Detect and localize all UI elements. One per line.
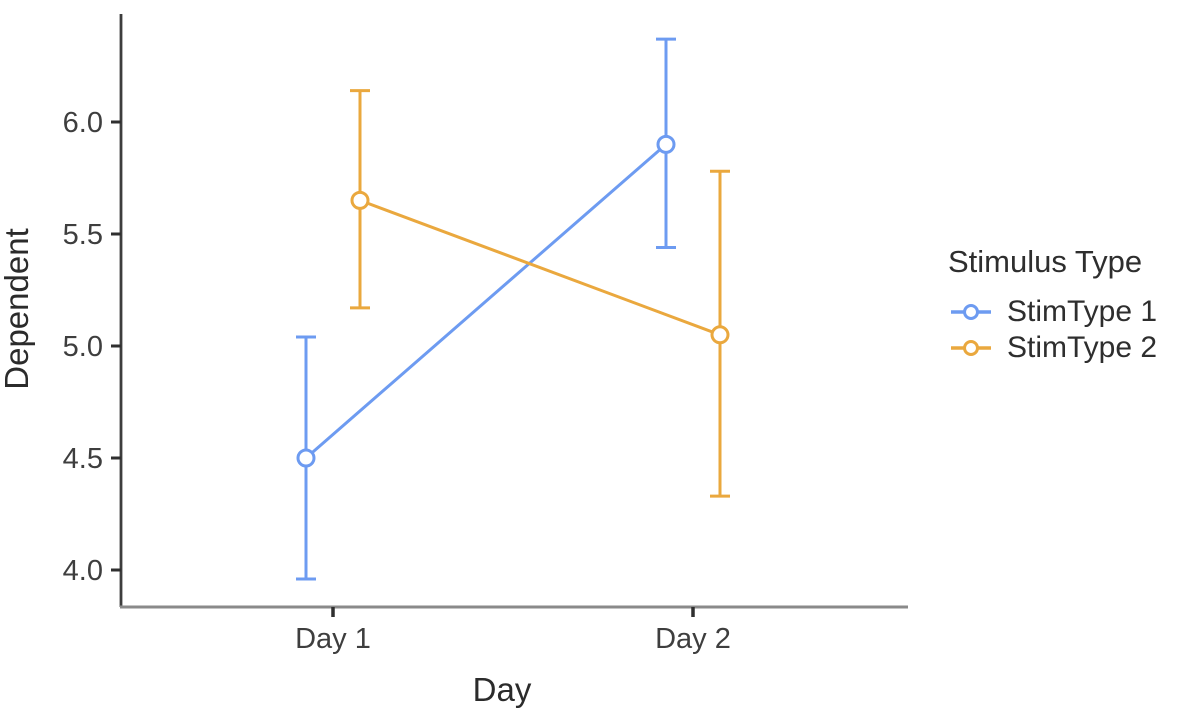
x-tick-label: Day 2	[655, 623, 731, 655]
x-tick-label: Day 1	[295, 623, 371, 655]
stimtype-2-key-circle	[963, 340, 979, 356]
legend: Stimulus Type StimType 1 StimType 2	[948, 244, 1157, 366]
legend-item-label-stimtype-2: StimType 2	[1007, 331, 1158, 364]
y-tick-label: 4.0	[63, 555, 103, 587]
y-tick-label: 4.5	[63, 443, 103, 475]
legend-title: Stimulus Type	[948, 244, 1143, 279]
stimtype-2-key-icon	[951, 340, 991, 356]
stimtype-1-key-circle	[963, 304, 979, 320]
y-tick-label: 6.0	[63, 107, 103, 139]
y-axis-title: Dependent	[0, 228, 35, 389]
y-tick-label: 5.5	[63, 219, 103, 251]
data-point	[710, 325, 730, 345]
series-line	[359, 198, 721, 337]
data-point	[296, 448, 316, 468]
series-line	[305, 143, 667, 460]
legend-item-stimtype-1: StimType 1	[948, 294, 1157, 330]
data-point	[350, 190, 370, 210]
stimtype-1-key-icon	[951, 304, 991, 320]
y-tick-label: 5.0	[63, 331, 103, 363]
legend-item-stimtype-2: StimType 2	[948, 330, 1157, 366]
x-axis-title: Day	[473, 671, 532, 708]
data-point	[656, 134, 676, 154]
legend-item-label-stimtype-1: StimType 1	[1007, 295, 1158, 328]
